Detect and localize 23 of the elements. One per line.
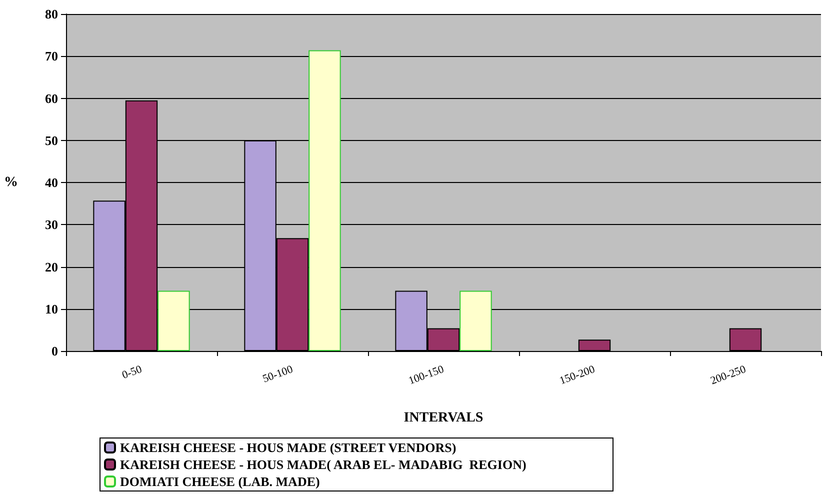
y-tick-label: 10 — [45, 301, 58, 316]
y-tick-label: 0 — [52, 344, 58, 358]
x-tick-label: 50-100 — [261, 363, 296, 386]
bar — [578, 340, 611, 351]
legend-label: KAREISH CHEESE - HOUS MADE (STREET VENDORS) — [120, 440, 456, 455]
y-tick-label: 70 — [45, 48, 58, 64]
x-tick-label: 0-50 — [120, 363, 144, 382]
y-axis-title: % — [4, 175, 18, 190]
y-tick-label: 20 — [45, 259, 58, 274]
y-tick-label: 60 — [45, 90, 58, 106]
bar — [729, 328, 762, 351]
bar — [308, 50, 341, 351]
y-tick-label: 30 — [45, 217, 58, 232]
x-tick-label: 150-200 — [558, 363, 598, 388]
bar — [158, 290, 190, 351]
y-tick-label: 50 — [45, 132, 58, 148]
x-axis-title: INTERVALS — [404, 410, 484, 426]
bar — [460, 290, 492, 351]
y-tick-label: 40 — [45, 175, 58, 190]
y-tick-label: 80 — [45, 6, 58, 22]
x-tick-label: 100-150 — [406, 363, 446, 388]
legend-label: KAREISH CHEESE - HOUS MADE( ARAB EL- MADABIG REGION) — [120, 457, 526, 472]
legend-label: DOMIATI CHEESE (LAB. MADE) — [120, 474, 320, 489]
